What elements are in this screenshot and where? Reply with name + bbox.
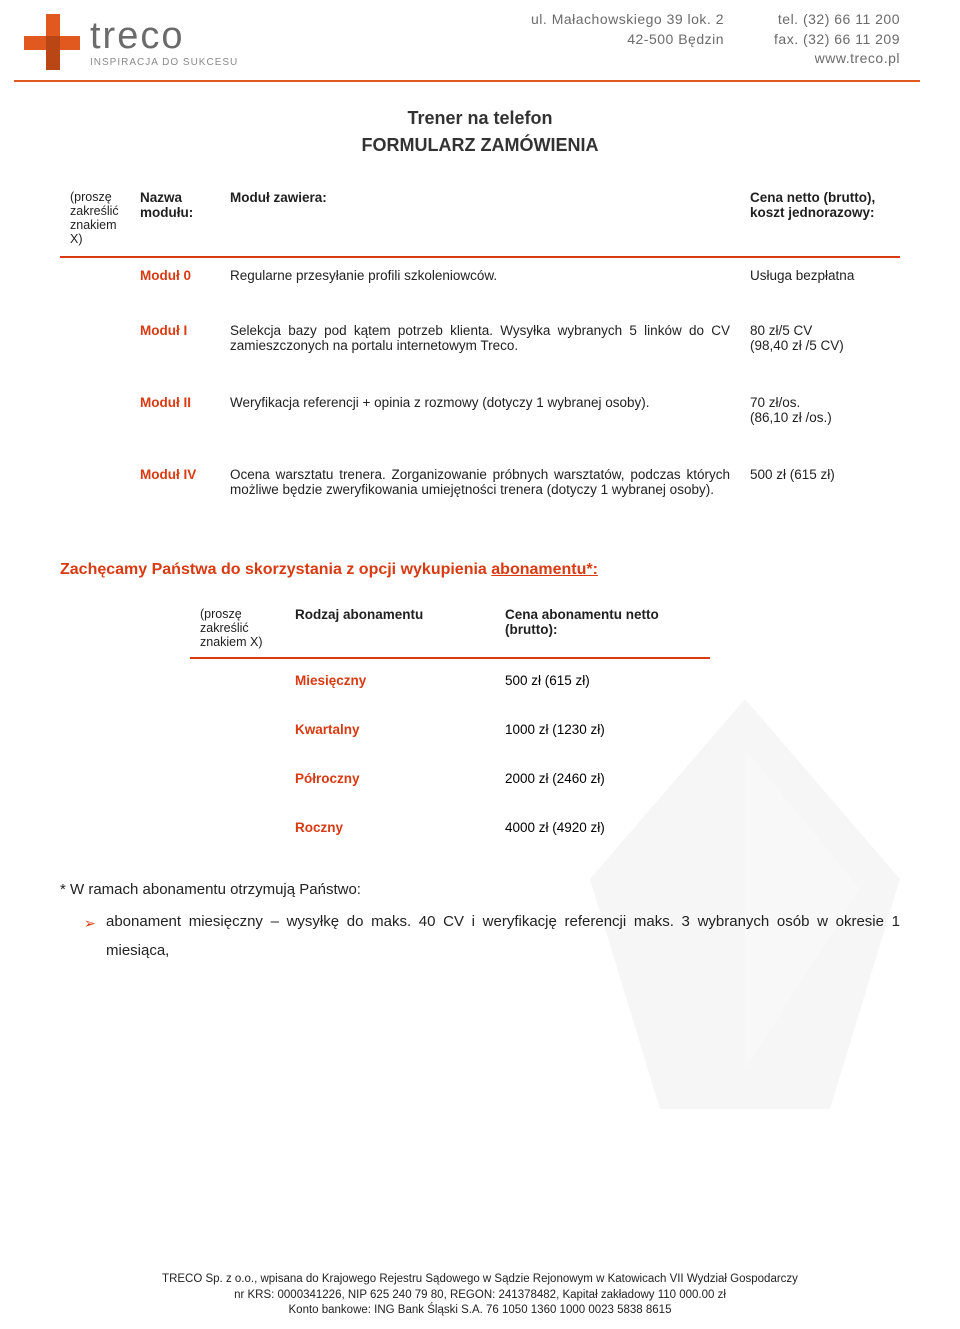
page-header: treco INSPIRACJA DO SUKCESU ul. Małachow…	[0, 0, 960, 74]
module-check[interactable]	[60, 257, 130, 309]
subscription-table: (proszę zakreślić znakiem X) Rodzaj abon…	[190, 599, 710, 855]
modules-col-name: Nazwa modułu:	[130, 180, 220, 257]
module-check[interactable]	[60, 381, 130, 453]
sub-check[interactable]	[190, 658, 285, 708]
page-footer: TRECO Sp. z o.o., wpisana do Krajowego R…	[0, 1272, 960, 1319]
sub-type: Roczny	[285, 806, 495, 855]
modules-col-price: Cena netto (brutto), koszt jednorazowy:	[740, 180, 900, 257]
sub-price: 4000 zł (4920 zł)	[495, 806, 710, 855]
module-check[interactable]	[60, 309, 130, 381]
contact-line: www.treco.pl	[774, 49, 900, 69]
footer-line: nr KRS: 0000341226, NIP 625 240 79 80, R…	[0, 1288, 960, 1304]
module-name: Moduł II	[130, 381, 220, 453]
logo-word: treco	[90, 17, 238, 55]
sub-col-price: Cena abonamentu netto (brutto):	[495, 599, 710, 658]
module-desc: Weryfikacja referencji + opinia z rozmow…	[220, 381, 740, 453]
module-desc: Regularne przesyłanie profili szkoleniow…	[220, 257, 740, 309]
module-price: 80 zł/5 CV(98,40 zł /5 CV)	[740, 309, 900, 381]
sub-price: 2000 zł (2460 zł)	[495, 757, 710, 806]
module-name: Moduł I	[130, 309, 220, 381]
header-divider	[14, 80, 920, 82]
footer-line: Konto bankowe: ING Bank Śląski S.A. 76 1…	[0, 1303, 960, 1319]
modules-col-check: (proszę zakreślić znakiem X)	[60, 180, 130, 257]
encourage-prefix: Zachęcamy Państwa do skorzystania z opcj…	[60, 561, 491, 578]
header-contact: ul. Małachowskiego 39 lok. 2 42-500 Będz…	[531, 10, 900, 69]
logo-tagline: INSPIRACJA DO SUKCESU	[90, 57, 238, 68]
encourage-link: abonamentu*:	[491, 561, 598, 578]
module-name: Moduł 0	[130, 257, 220, 309]
sub-type: Kwartalny	[285, 708, 495, 757]
module-price: 70 zł/os.(86,10 zł /os.)	[740, 381, 900, 453]
sub-price: 500 zł (615 zł)	[495, 658, 710, 708]
sub-col-type: Rodzaj abonamentu	[285, 599, 495, 658]
sub-check[interactable]	[190, 757, 285, 806]
modules-table: (proszę zakreślić znakiem X) Nazwa moduł…	[60, 180, 900, 525]
module-desc: Selekcja bazy pod kątem potrzeb klienta.…	[220, 309, 740, 381]
page-subtitle: FORMULARZ ZAMÓWIENIA	[0, 135, 960, 156]
module-check[interactable]	[60, 453, 130, 525]
footnote-item: abonament miesięczny – wysyłkę do maks. …	[84, 908, 900, 965]
module-price: Usługa bezpłatna	[740, 257, 900, 309]
sub-check[interactable]	[190, 806, 285, 855]
address-line: ul. Małachowskiego 39 lok. 2	[531, 10, 724, 30]
module-price: 500 zł (615 zł)	[740, 453, 900, 525]
page-title: Trener na telefon	[0, 108, 960, 129]
encourage-text: Zachęcamy Państwa do skorzystania z opcj…	[60, 561, 900, 579]
footnote: * W ramach abonamentu otrzymują Państwo:…	[60, 881, 900, 965]
sub-type: Półroczny	[285, 757, 495, 806]
sub-price: 1000 zł (1230 zł)	[495, 708, 710, 757]
modules-col-desc: Moduł zawiera:	[220, 180, 740, 257]
logo: treco INSPIRACJA DO SUKCESU	[20, 10, 238, 74]
address-line: 42-500 Będzin	[531, 30, 724, 50]
sub-check[interactable]	[190, 708, 285, 757]
contact-line: fax. (32) 66 11 209	[774, 30, 900, 50]
sub-type: Miesięczny	[285, 658, 495, 708]
footnote-head: * W ramach abonamentu otrzymują Państwo:	[60, 881, 900, 898]
contact-line: tel. (32) 66 11 200	[774, 10, 900, 30]
module-desc: Ocena warsztatu trenera. Zorganizowanie …	[220, 453, 740, 525]
footer-line: TRECO Sp. z o.o., wpisana do Krajowego R…	[0, 1272, 960, 1288]
logo-mark-icon	[20, 10, 84, 74]
module-name: Moduł IV	[130, 453, 220, 525]
sub-col-check: (proszę zakreślić znakiem X)	[190, 599, 285, 658]
